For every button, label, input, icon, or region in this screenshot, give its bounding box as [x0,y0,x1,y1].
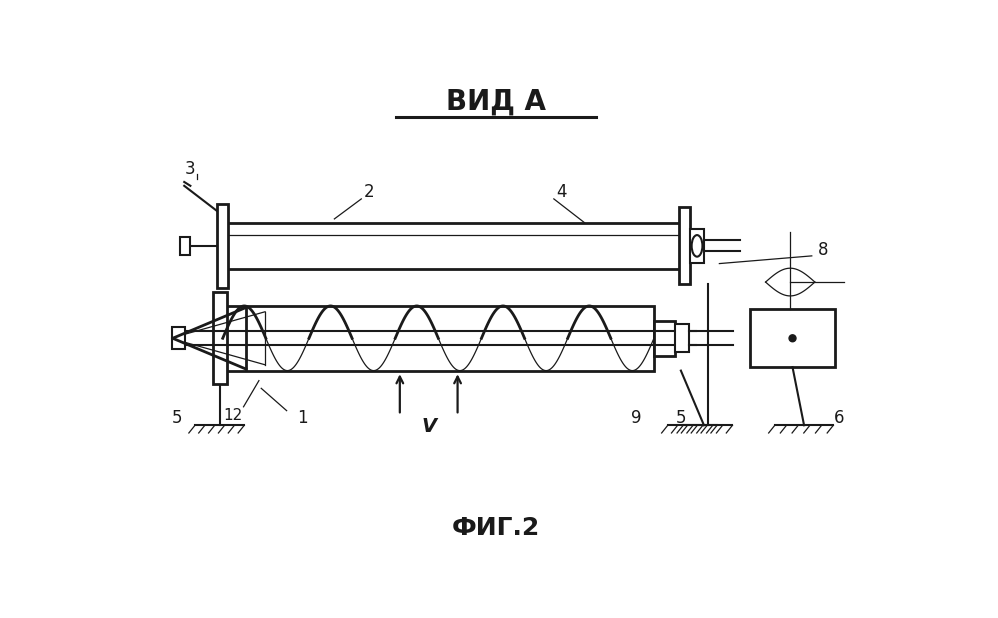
Text: 5: 5 [676,408,686,426]
Text: 2: 2 [363,183,374,201]
Polygon shape [676,324,690,352]
Polygon shape [181,237,191,255]
Polygon shape [223,222,685,269]
Polygon shape [172,328,185,349]
Polygon shape [680,208,690,284]
Text: 9: 9 [631,408,642,426]
Text: ФИГ.2: ФИГ.2 [452,517,540,541]
Polygon shape [213,292,227,384]
Text: 4: 4 [556,183,567,201]
Text: 5: 5 [172,408,182,426]
Ellipse shape [692,235,703,256]
Polygon shape [690,229,704,263]
Polygon shape [218,203,229,288]
Text: 6: 6 [833,408,844,426]
Ellipse shape [789,335,796,342]
Text: 8: 8 [818,241,828,259]
Text: V: V [421,417,436,436]
Text: 1: 1 [296,408,307,426]
Text: 12: 12 [224,408,243,423]
Polygon shape [750,310,835,367]
Polygon shape [654,321,676,355]
Polygon shape [223,306,654,371]
Text: 3: 3 [185,160,195,178]
Text: ВИД А: ВИД А [446,88,546,116]
